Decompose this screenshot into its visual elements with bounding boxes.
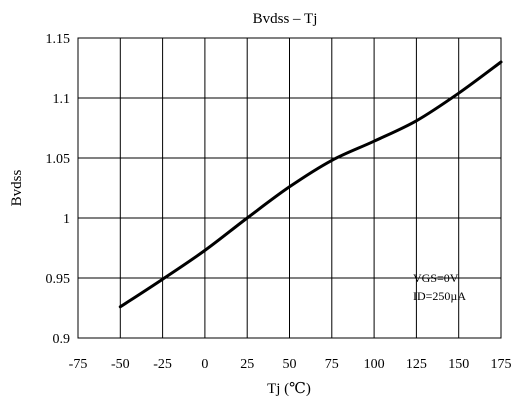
x-tick-label: 75 <box>325 357 339 372</box>
y-tick-label: 0.95 <box>46 272 71 287</box>
annotation-id: ID=250µA <box>413 289 466 303</box>
y-tick-label: 1.05 <box>46 152 71 167</box>
x-axis-ticks: -75 -50 -25 0 25 50 75 100 125 150 175 <box>69 357 512 372</box>
y-tick-label: 0.9 <box>53 332 71 347</box>
series-line <box>118 60 503 309</box>
y-tick-label: 1.15 <box>46 32 71 47</box>
x-tick-label: 125 <box>406 357 427 372</box>
x-axis-label: Tj (℃) <box>267 381 311 397</box>
x-tick-label: 0 <box>201 357 208 372</box>
y-axis-label: Bvdss <box>9 170 25 207</box>
y-tick-label: 1 <box>63 212 70 227</box>
x-tick-label: 50 <box>283 357 297 372</box>
chart-title: Bvdss – Tj <box>253 11 318 27</box>
plot-frame <box>77 37 502 339</box>
x-tick-label: 150 <box>448 357 469 372</box>
x-tick-label: 100 <box>364 357 385 372</box>
x-tick-label: -75 <box>69 357 88 372</box>
x-tick-label: -25 <box>153 357 172 372</box>
y-axis-ticks: 0.9 0.95 1 1.05 1.1 1.15 <box>46 32 71 347</box>
x-tick-label: 25 <box>240 357 254 372</box>
x-tick-label: -50 <box>111 357 130 372</box>
x-tick-label: 175 <box>491 357 512 372</box>
annotation-vgs: VGS=0V <box>413 271 459 285</box>
y-tick-label: 1.1 <box>53 92 71 107</box>
